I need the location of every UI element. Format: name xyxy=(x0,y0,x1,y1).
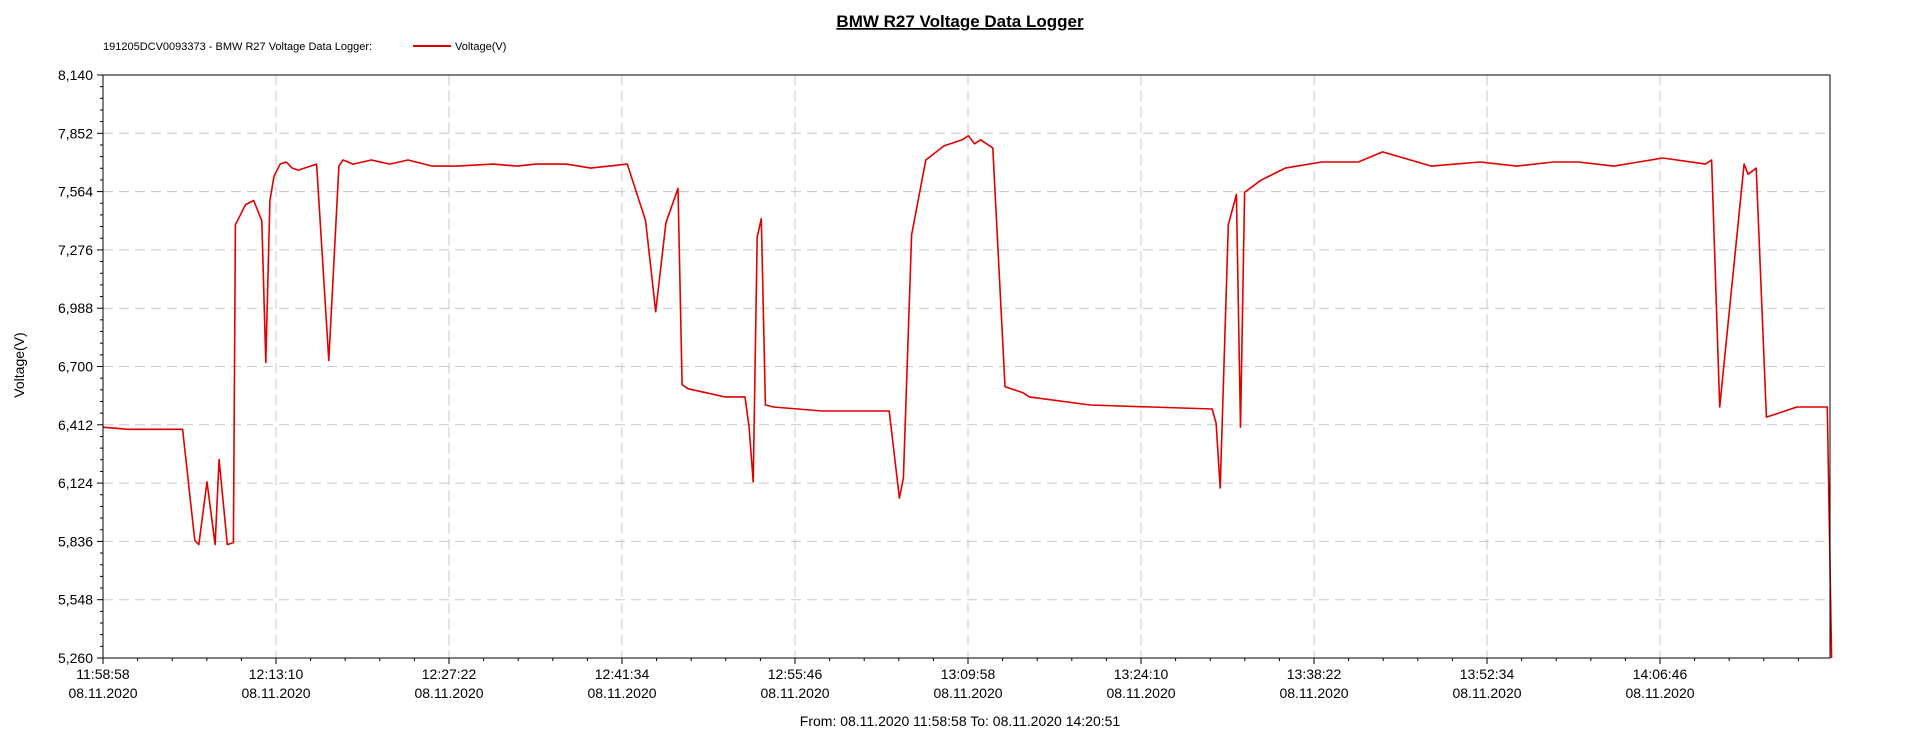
y-tick-label: 6,988 xyxy=(58,300,93,316)
y-tick-label: 6,412 xyxy=(58,417,93,433)
x-tick-date-label: 08.11.2020 xyxy=(587,685,656,701)
y-tick-label: 6,124 xyxy=(58,475,93,491)
x-tick-time-label: 12:55:46 xyxy=(768,666,823,682)
x-tick-time-label: 13:09:58 xyxy=(941,666,996,682)
y-tick-label: 7,852 xyxy=(58,125,93,141)
y-axis-label: Voltage(V) xyxy=(11,332,27,397)
y-axis: 8,140 7,852 7,564 7,276 6,988 6,700 6,412 6,124… xyxy=(58,67,103,666)
x-tick-time-label: 13:38:22 xyxy=(1287,666,1342,682)
y-tick-label: 7,276 xyxy=(58,242,93,258)
x-tick-date-label: 08.11.2020 xyxy=(1279,685,1348,701)
x-tick-date-label: 08.11.2020 xyxy=(760,685,829,701)
y-tick-label: 5,836 xyxy=(58,533,93,549)
x-tick-date-label: 08.11.2020 xyxy=(414,685,483,701)
x-tick-time-label: 12:41:34 xyxy=(595,666,650,682)
x-tick-time-label: 11:58:58 xyxy=(76,666,130,682)
x-tick-date-label: 08.11.2020 xyxy=(68,685,137,701)
x-tick-date-label: 08.11.2020 xyxy=(1452,685,1521,701)
x-tick-date-label: 08.11.2020 xyxy=(1625,685,1694,701)
y-tick-label: 8,140 xyxy=(58,67,93,83)
series-line-voltage xyxy=(102,134,1833,659)
x-tick-time-label: 13:52:34 xyxy=(1460,666,1515,682)
x-tick-date-label: 08.11.2020 xyxy=(241,685,310,701)
y-tick-label: 7,564 xyxy=(58,184,93,200)
x-tick-time-label: 12:27:22 xyxy=(422,666,477,682)
y-tick-label: 6,700 xyxy=(58,359,93,375)
x-tick-time-label: 14:06:46 xyxy=(1633,666,1688,682)
time-range-label: From: 08.11.2020 11:58:58 To: 08.11.2020… xyxy=(800,713,1121,729)
plot-frame xyxy=(102,74,1831,659)
x-tick-time-label: 13:24:10 xyxy=(1114,666,1169,682)
x-tick-time-label: 12:13:10 xyxy=(249,666,304,682)
x-tick-date-label: 08.11.2020 xyxy=(1106,685,1175,701)
x-tick-date-label: 08.11.2020 xyxy=(933,685,1002,701)
legend-entry: Voltage(V) xyxy=(455,41,506,53)
legend-prefix: 191205DCV0093373 - BMW R27 Voltage Data … xyxy=(103,41,372,53)
x-axis: 11:58:58 08.11.2020 12:13:10 08.11.2020 12:2… xyxy=(68,658,1799,701)
y-tick-label: 5,260 xyxy=(58,650,93,666)
y-tick-label: 5,548 xyxy=(58,592,93,608)
chart-title: BMW R27 Voltage Data Logger xyxy=(836,12,1084,31)
